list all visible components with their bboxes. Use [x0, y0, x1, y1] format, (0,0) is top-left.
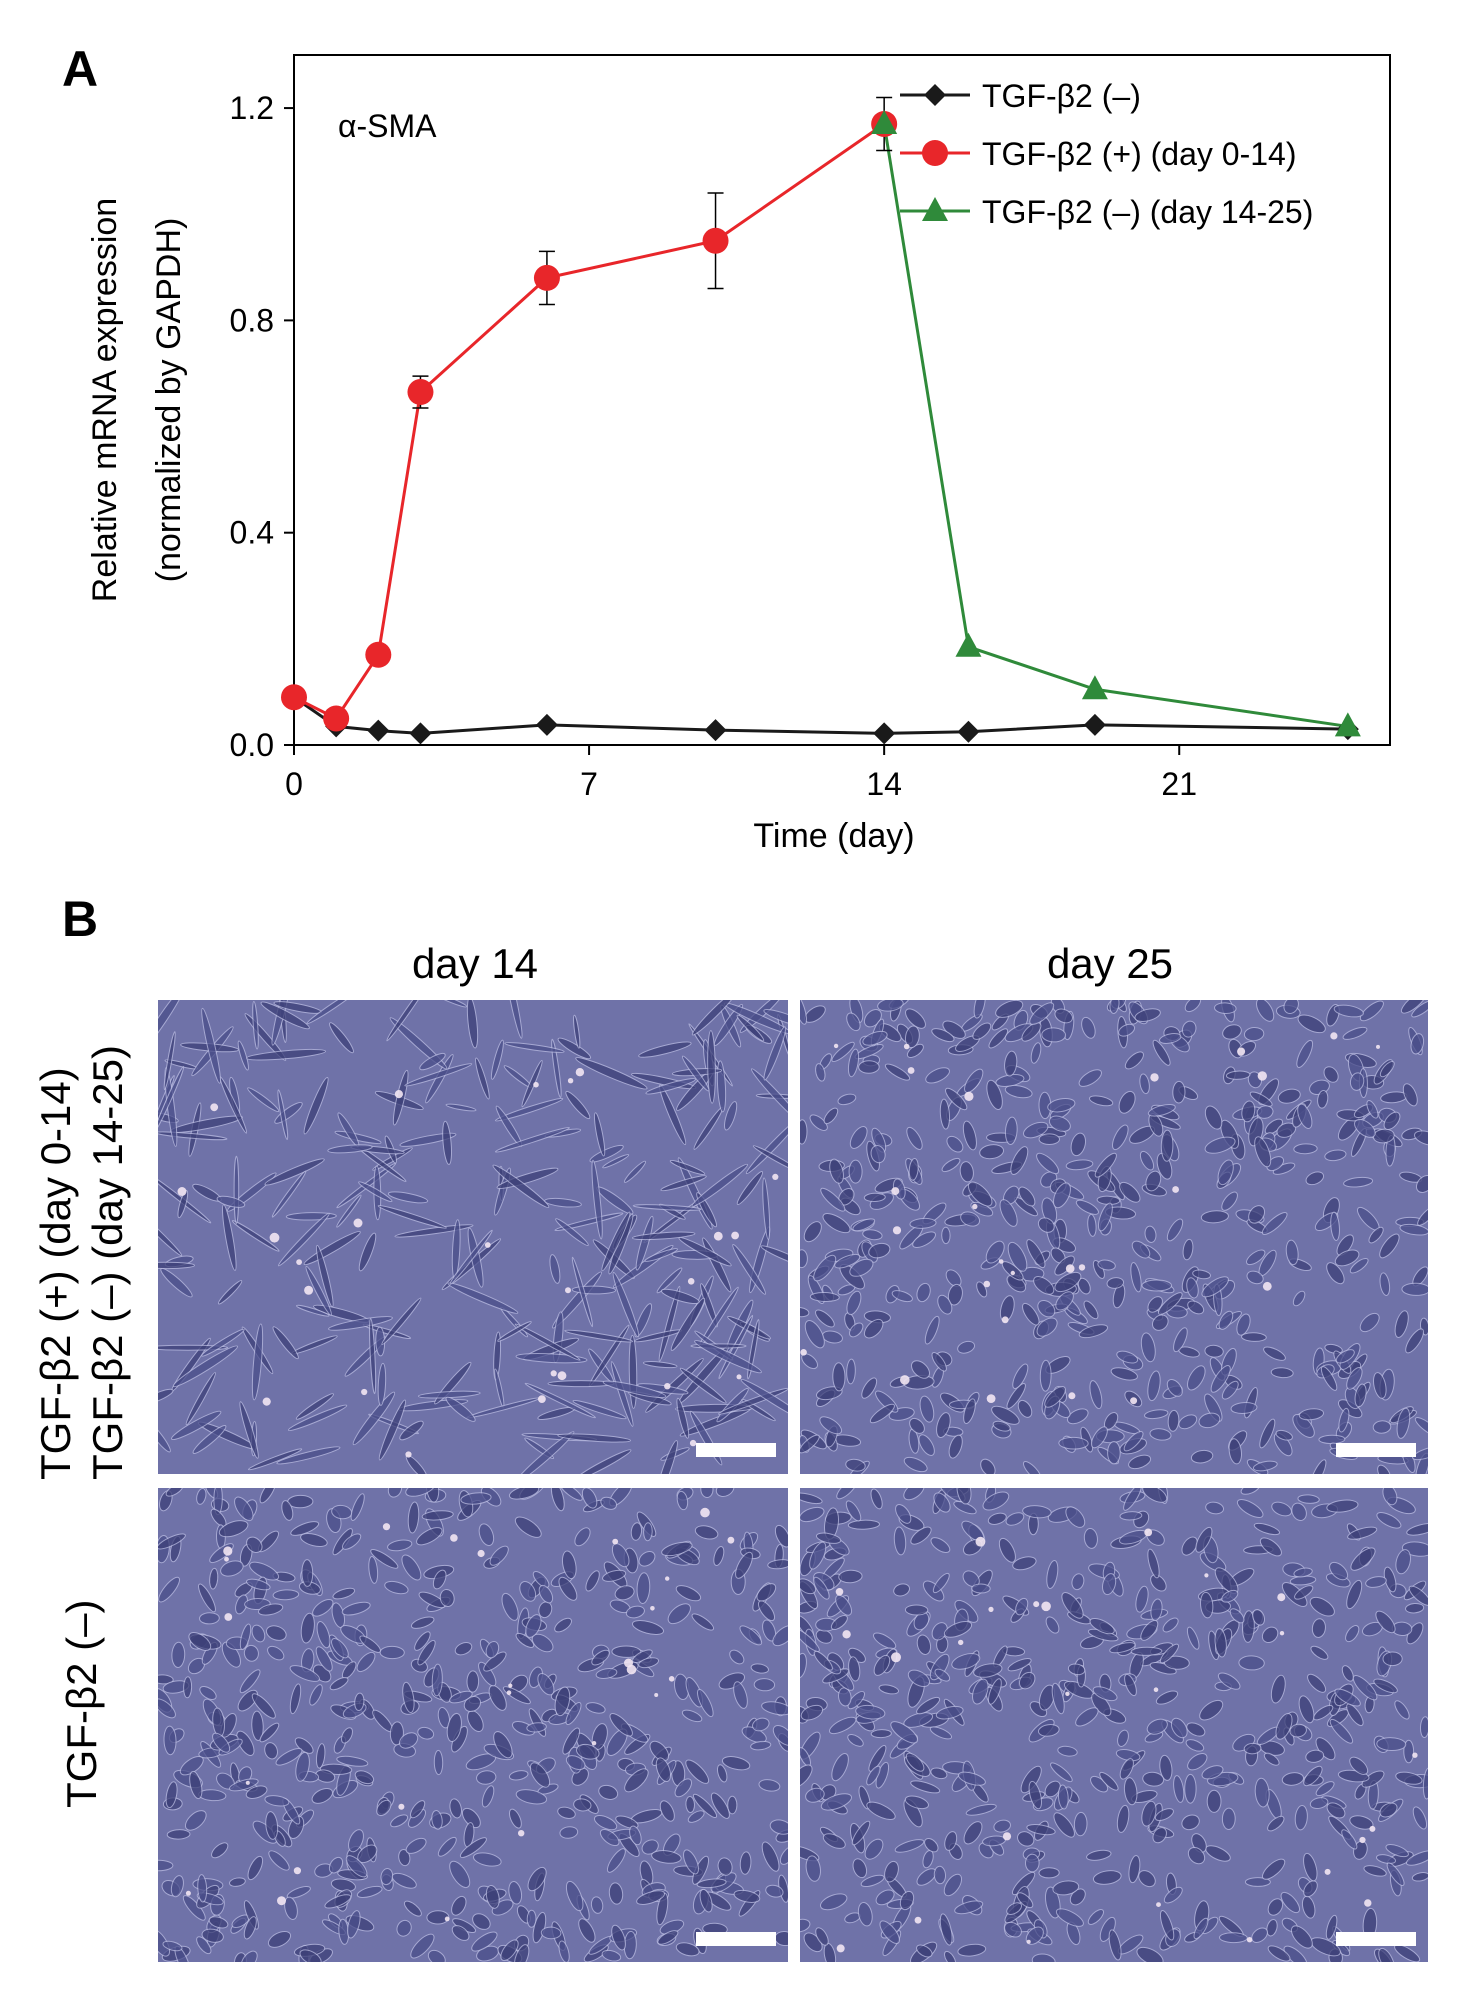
- x-tick-label: 14: [866, 766, 902, 802]
- row-label-untreated: TGF-β2 (–): [58, 1599, 105, 1808]
- x-tick-label: 21: [1161, 766, 1197, 802]
- data-point-series-2: [1334, 712, 1361, 737]
- y-axis-label-line: Relative mRNA expression: [86, 198, 124, 602]
- column-title-day25: day 25: [1046, 940, 1174, 987]
- data-point-series-1: [407, 379, 434, 406]
- data-point-series-0: [873, 722, 896, 745]
- panel-letter-a: A: [62, 41, 99, 97]
- micrograph-treated-day25: [800, 1000, 1428, 1474]
- legend-marker-1: [922, 140, 948, 166]
- series-line-1: [293, 122, 886, 721]
- plot-frame: [293, 54, 1391, 746]
- column-title-day14: day 14: [411, 940, 539, 987]
- data-point-series-2: [955, 632, 982, 657]
- data-point-series-1: [702, 227, 729, 254]
- data-point-series-1: [323, 705, 350, 732]
- data-point-series-0: [409, 722, 432, 745]
- data-point-series-0: [957, 720, 980, 743]
- x-tick-label: 0: [285, 766, 303, 802]
- y-axis-label-line: (normalized by GAPDH): [150, 218, 188, 583]
- series-line-0: [293, 695, 1348, 735]
- series-line-2: [882, 123, 1349, 728]
- y-tick-label: 0.0: [230, 727, 274, 763]
- y-tick-label: 0.4: [230, 515, 274, 551]
- micrograph-treated-day14: [158, 1000, 788, 1474]
- chart-annotation: α-SMA: [338, 108, 437, 144]
- x-axis-label: Time (day): [753, 817, 914, 855]
- legend-label-2: TGF-β2 (–) (day 14-25): [982, 194, 1313, 230]
- data-point-series-2: [871, 110, 898, 134]
- data-point-series-1: [365, 641, 392, 668]
- scale-bar: [696, 1932, 776, 1946]
- data-point-series-1: [533, 264, 560, 291]
- data-point-series-1: [281, 684, 307, 711]
- micrograph-untreated-day25: [800, 1488, 1428, 1962]
- y-tick-label: 1.2: [230, 90, 274, 126]
- row-label-treated-line2: TGF-β2 (–) (day 14-25): [84, 1045, 131, 1480]
- legend-marker-0: [924, 84, 946, 106]
- panel-letter-b: B: [62, 891, 99, 947]
- scale-bar: [1336, 1443, 1416, 1457]
- scale-bar: [696, 1443, 776, 1457]
- legend-label-0: TGF-β2 (–): [982, 78, 1141, 114]
- data-point-series-0: [535, 713, 558, 736]
- data-point-series-0: [704, 719, 727, 742]
- data-point-series-2: [1081, 675, 1108, 700]
- y-tick-label: 0.8: [230, 302, 274, 338]
- data-point-series-0: [1083, 713, 1106, 736]
- alpha-sma-line-chart: 0 7 14 21 0.0 0.4 0.8 1.2 Time (day) Relative mRN…: [86, 54, 1391, 855]
- row-label-treated-line1: TGF-β2 (+) (day 0-14): [32, 1067, 79, 1480]
- scale-bar: [1336, 1932, 1416, 1946]
- x-tick-label: 7: [580, 766, 598, 802]
- micrograph-untreated-day14: [158, 1488, 788, 1962]
- data-point-series-0: [367, 719, 390, 742]
- legend-marker-2: [922, 197, 948, 221]
- legend-label-1: TGF-β2 (+) (day 0-14): [982, 136, 1296, 172]
